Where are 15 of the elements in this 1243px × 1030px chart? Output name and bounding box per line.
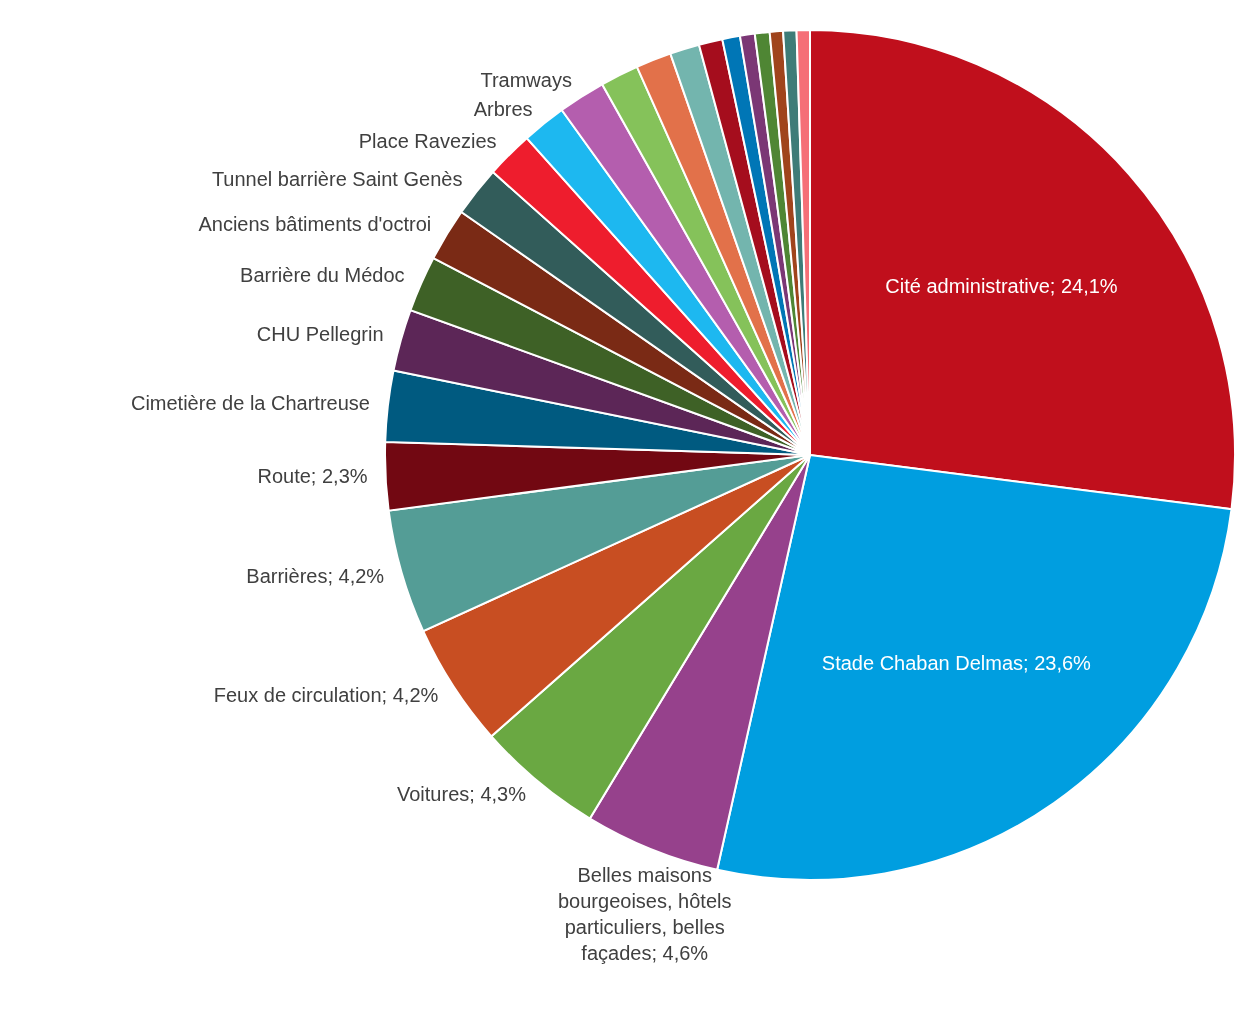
slice-label: Belles maisons bourgeoises, hôtels particuliers, belles façades; 4,6%: [557, 864, 732, 965]
slice-label: Barrière du Médoc: [240, 264, 405, 287]
slice-label: Voitures; 4,3%: [397, 782, 527, 805]
slice-label: Arbres: [473, 97, 533, 120]
slice-label: Route; 2,3%: [257, 465, 368, 488]
slice-label: Tunnel barrière Saint Genès: [211, 168, 463, 191]
slice-label: CHU Pellegrin: [256, 323, 384, 346]
slice-label: Place Ravezies: [358, 129, 497, 152]
slice-label: Tramways: [480, 69, 572, 92]
slice-label: Cimetière de la Chartreuse: [130, 391, 370, 414]
slice-label: Anciens bâtiments d'octroi: [198, 213, 432, 236]
slice-label: Barrières; 4,2%: [246, 565, 385, 588]
slice-label: Feux de circulation; 4,2%: [213, 684, 439, 707]
slice-label: Cité administrative; 24,1%: [885, 274, 1118, 297]
slice-label: Stade Chaban Delmas; 23,6%: [821, 651, 1092, 674]
